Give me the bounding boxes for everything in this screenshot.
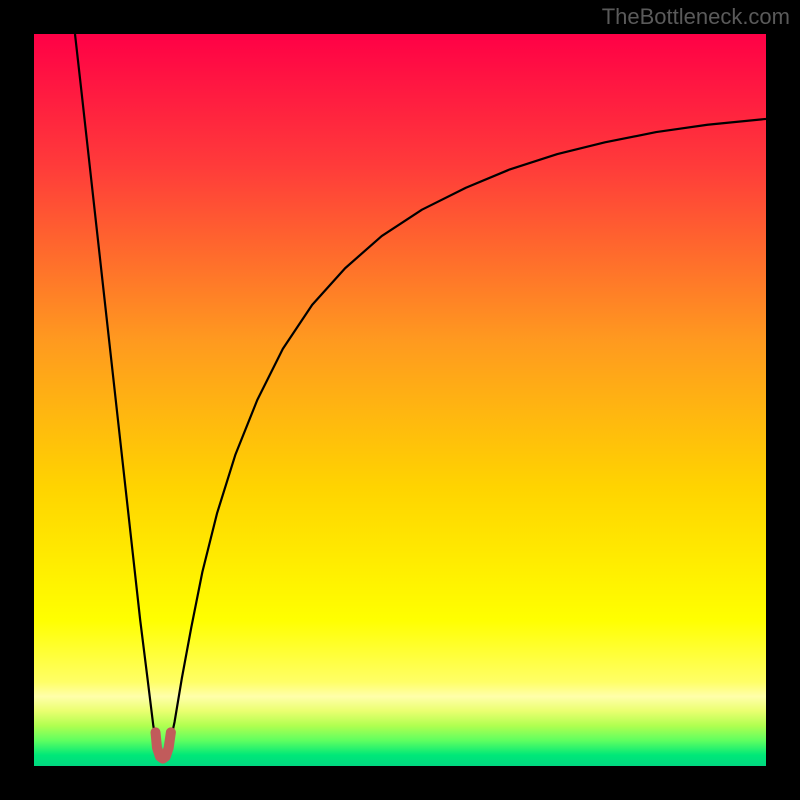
watermark-text: TheBottleneck.com <box>602 4 790 30</box>
bottleneck-chart <box>0 0 800 800</box>
chart-frame: TheBottleneck.com <box>0 0 800 800</box>
